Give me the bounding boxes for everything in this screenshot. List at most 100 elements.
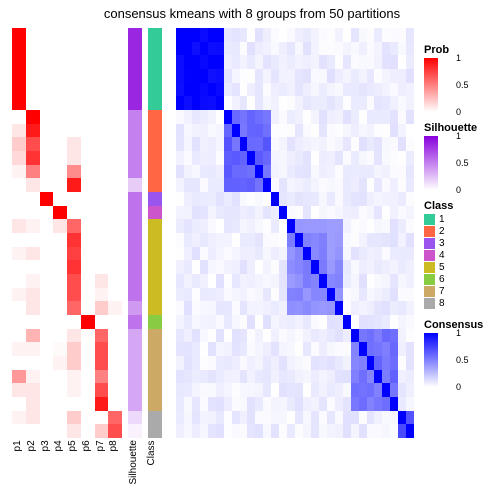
silhouette-cell <box>128 260 142 274</box>
consensus-cell <box>406 356 414 370</box>
consensus-cell <box>374 424 382 438</box>
consensus-cell <box>382 219 390 233</box>
consensus-cell <box>271 28 279 42</box>
consensus-cell <box>319 370 327 384</box>
consensus-cell <box>247 424 255 438</box>
consensus-cell <box>240 274 248 288</box>
consensus-row <box>176 329 414 343</box>
consensus-cell <box>367 55 375 69</box>
prob-cell <box>40 329 54 343</box>
class-legend-item: 4 <box>424 250 498 261</box>
prob-cell <box>108 397 122 411</box>
consensus-cell <box>216 356 224 370</box>
consensus-cell <box>224 55 232 69</box>
prob-cell <box>108 206 122 220</box>
consensus-cell <box>398 315 406 329</box>
prob-cell <box>12 315 26 329</box>
consensus-cell <box>351 110 359 124</box>
prob-cell <box>53 370 67 384</box>
consensus-cell <box>390 96 398 110</box>
consensus-cell <box>343 411 351 425</box>
consensus-cell <box>232 342 240 356</box>
consensus-cell <box>311 260 319 274</box>
prob-cell <box>12 329 26 343</box>
prob-cell <box>26 28 40 42</box>
prob-cell <box>95 206 109 220</box>
consensus-cell <box>398 356 406 370</box>
consensus-cell <box>351 206 359 220</box>
consensus-cell <box>382 55 390 69</box>
consensus-cell <box>374 55 382 69</box>
prob-cell <box>53 274 67 288</box>
prob-cell <box>40 260 54 274</box>
consensus-cell <box>311 42 319 56</box>
prob-cell <box>40 411 54 425</box>
consensus-cell <box>232 96 240 110</box>
consensus-cell <box>240 28 248 42</box>
consensus-cell <box>184 397 192 411</box>
consensus-cell <box>176 301 184 315</box>
consensus-cell <box>263 397 271 411</box>
class-label: 1 <box>439 214 445 225</box>
prob-cell <box>53 383 67 397</box>
consensus-cell <box>359 370 367 384</box>
consensus-cell <box>279 260 287 274</box>
prob-cell <box>40 137 54 151</box>
prob-cell <box>67 192 81 206</box>
consensus-cell <box>335 424 343 438</box>
consensus-cell <box>303 397 311 411</box>
consensus-cell <box>279 383 287 397</box>
class-cell <box>148 42 162 56</box>
consensus-cell <box>406 192 414 206</box>
consensus-cell <box>216 233 224 247</box>
consensus-row <box>176 69 414 83</box>
consensus-cell <box>184 233 192 247</box>
consensus-cell <box>224 315 232 329</box>
prob-cell <box>108 329 122 343</box>
consensus-cell <box>184 83 192 97</box>
class-cell <box>148 315 162 329</box>
consensus-cell <box>311 165 319 179</box>
consensus-cell <box>279 315 287 329</box>
consensus-cell <box>303 247 311 261</box>
prob-cell <box>26 42 40 56</box>
consensus-cell <box>398 411 406 425</box>
consensus-cell <box>406 329 414 343</box>
consensus-row <box>176 397 414 411</box>
consensus-cell <box>271 247 279 261</box>
class-cell <box>148 370 162 384</box>
prob-cell <box>12 192 26 206</box>
consensus-cell <box>255 42 263 56</box>
silhouette-cell <box>128 383 142 397</box>
prob-cell <box>95 260 109 274</box>
consensus-cell <box>200 370 208 384</box>
consensus-cell <box>192 192 200 206</box>
consensus-cell <box>327 342 335 356</box>
consensus-cell <box>319 301 327 315</box>
prob-cell <box>53 96 67 110</box>
consensus-cell <box>208 69 216 83</box>
consensus-cell <box>367 42 375 56</box>
consensus-cell <box>184 356 192 370</box>
consensus-cell <box>255 315 263 329</box>
consensus-cell <box>351 301 359 315</box>
consensus-cell <box>343 83 351 97</box>
consensus-cell <box>247 315 255 329</box>
consensus-cell <box>192 83 200 97</box>
consensus-cell <box>176 42 184 56</box>
prob-cell <box>108 124 122 138</box>
consensus-row <box>176 342 414 356</box>
consensus-cell <box>200 288 208 302</box>
consensus-cell <box>390 383 398 397</box>
consensus-cell <box>176 424 184 438</box>
consensus-cell <box>406 124 414 138</box>
consensus-cell <box>224 356 232 370</box>
consensus-cell <box>240 137 248 151</box>
prob-cell <box>81 288 95 302</box>
consensus-cell <box>398 28 406 42</box>
consensus-cell <box>303 219 311 233</box>
consensus-cell <box>287 137 295 151</box>
consensus-cell <box>398 247 406 261</box>
consensus-cell <box>343 110 351 124</box>
consensus-cell <box>232 42 240 56</box>
